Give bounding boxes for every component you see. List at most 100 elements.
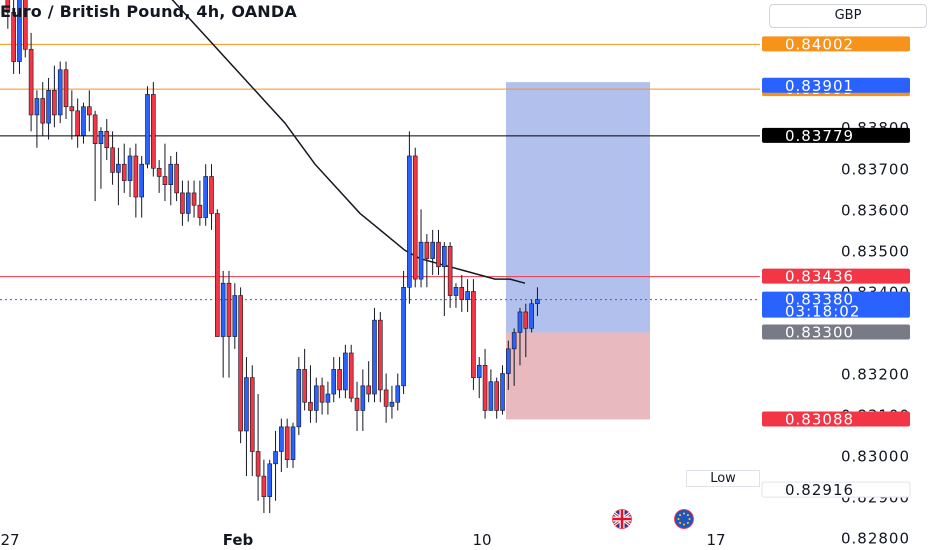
- candle-body: [308, 401, 313, 411]
- candle-body: [139, 163, 144, 198]
- candle-body: [156, 167, 162, 177]
- candle-body: [34, 98, 40, 116]
- price-tick: 0.83000: [841, 448, 910, 466]
- candle-body: [494, 381, 500, 411]
- price-axis-labels: 0.840020.838930.837790.834360.839010.833…: [761, 35, 911, 499]
- price-label: [762, 127, 910, 143]
- stop-zone[interactable]: [506, 332, 650, 420]
- candle-body: [407, 155, 412, 288]
- candle-body: [471, 291, 476, 378]
- time-tick: 10: [472, 531, 491, 549]
- long-position-tool[interactable]: [506, 82, 650, 420]
- candle-body: [343, 352, 348, 391]
- candle-body: [500, 373, 505, 411]
- candle-body: [453, 287, 459, 296]
- candle-body: [383, 389, 389, 407]
- candle-body: [459, 287, 465, 300]
- candle-body: [261, 475, 267, 497]
- candle-body: [267, 463, 273, 497]
- candle-body: [447, 245, 453, 296]
- candle-body: [98, 131, 104, 144]
- candle-body: [325, 393, 331, 403]
- candle-body: [511, 332, 517, 350]
- time-tick: Feb: [223, 531, 254, 549]
- candle-body: [22, 0, 28, 50]
- candle-body: [517, 311, 523, 333]
- price-label: [762, 411, 910, 427]
- candle-body: [389, 401, 395, 407]
- price-tick: 0.83200: [841, 366, 910, 384]
- candle-body: [273, 451, 278, 465]
- candle-body: [372, 319, 377, 395]
- time-axis[interactable]: 27 Feb 10 17: [0, 531, 725, 549]
- target-zone[interactable]: [506, 82, 650, 333]
- price-label: [762, 291, 910, 318]
- candle-body: [354, 397, 360, 411]
- time-tick: 27: [0, 531, 19, 549]
- candle-body: [69, 106, 75, 112]
- candle-body: [180, 192, 185, 214]
- moving-average-line: [171, 0, 526, 284]
- price-label-text: 0.84002: [785, 35, 854, 53]
- candle-body: [104, 131, 110, 149]
- candle-body: [168, 163, 174, 186]
- candle-body: [337, 369, 342, 391]
- sma-line: [171, 0, 526, 284]
- candle-body: [279, 426, 284, 452]
- candle-body: [121, 163, 127, 181]
- eu-flag-icon[interactable]: [674, 509, 694, 529]
- candle-body: [197, 204, 203, 218]
- candle-body: [244, 377, 249, 432]
- candle-body: [395, 385, 401, 403]
- candle-body: [5, 0, 11, 13]
- candle-body: [11, 12, 16, 62]
- price-tick: 0.82800: [841, 530, 910, 548]
- candle-body: [209, 176, 214, 214]
- candle-body: [63, 69, 69, 108]
- candle-body: [145, 94, 150, 165]
- candle-body: [313, 385, 319, 411]
- candle-body: [191, 192, 197, 206]
- low-label: Low: [686, 470, 760, 487]
- countdown-text: 03:18:02: [785, 303, 860, 321]
- price-label: [762, 268, 910, 284]
- candle-body: [28, 48, 34, 116]
- candle-body: [523, 311, 529, 329]
- candle-body: [424, 241, 430, 259]
- candle-body: [220, 282, 226, 337]
- candle-body: [255, 451, 261, 477]
- price-label: [761, 481, 911, 498]
- candle-body: [17, 0, 22, 62]
- candle-body: [238, 295, 243, 432]
- candle-body: [348, 352, 354, 399]
- price-label: [762, 77, 910, 93]
- candle-body: [151, 94, 156, 169]
- price-label-text: 0.83380: [785, 291, 854, 309]
- candle-body: [319, 385, 325, 403]
- candlesticks: [5, 0, 540, 514]
- price-label-text: 0.83779: [785, 127, 854, 145]
- candle-body: [296, 369, 302, 428]
- candle-body: [57, 69, 63, 116]
- horizontal-lines[interactable]: [0, 43, 760, 301]
- candle-body: [185, 192, 191, 214]
- candle-body: [377, 319, 383, 391]
- currency-button[interactable]: GBP: [769, 4, 927, 28]
- candle-body: [360, 385, 366, 411]
- candle-body: [75, 110, 80, 136]
- gb-flag-icon[interactable]: [612, 509, 632, 529]
- candle-body: [465, 291, 470, 300]
- candle-body: [401, 287, 406, 387]
- time-tick: 17: [706, 531, 725, 549]
- chart-title: Euro / British Pound, 4h, OANDA: [0, 2, 297, 21]
- candle-body: [116, 163, 121, 173]
- candle-body: [87, 106, 92, 116]
- candle-body: [529, 303, 534, 329]
- candle-body: [488, 381, 494, 411]
- candle-body: [442, 245, 447, 268]
- candle-body: [81, 106, 86, 136]
- price-label-text: 0.83300: [785, 323, 854, 341]
- candle-body: [162, 176, 168, 186]
- candle-body: [110, 147, 115, 173]
